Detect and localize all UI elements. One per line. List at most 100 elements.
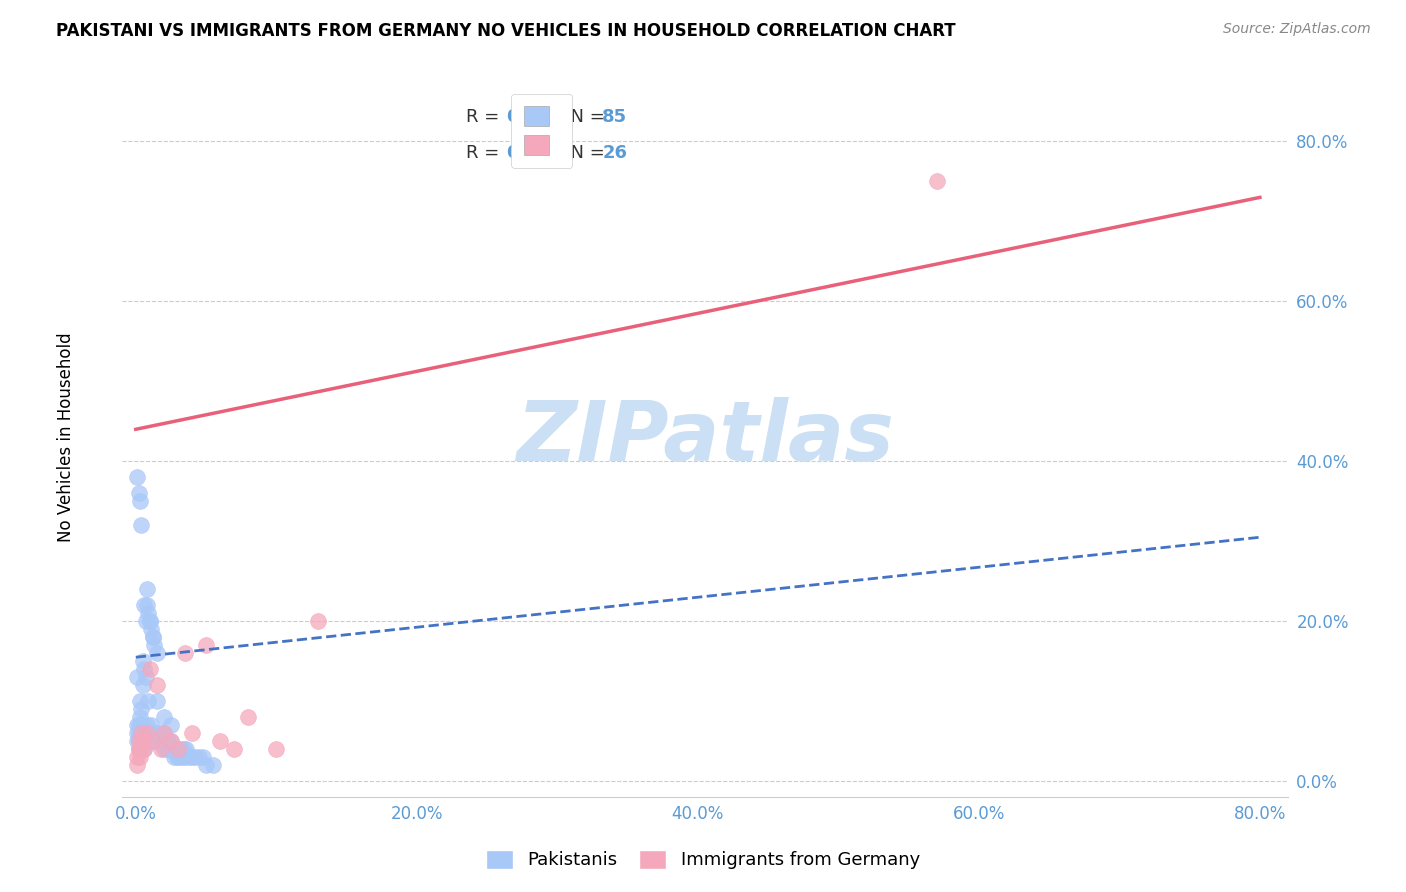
- Point: [174, 750, 197, 764]
- Point: [176, 742, 198, 756]
- Text: 0.090: 0.090: [506, 108, 564, 126]
- Point: [146, 678, 169, 692]
- Point: [128, 742, 150, 756]
- Point: [159, 742, 181, 756]
- Point: [135, 614, 157, 628]
- Point: [128, 734, 150, 748]
- Point: [160, 734, 183, 748]
- Point: [150, 742, 173, 756]
- Text: 0.897: 0.897: [506, 144, 564, 162]
- Point: [127, 734, 149, 748]
- Point: [153, 726, 176, 740]
- Legend: Pakistanis, Immigrants from Germany: Pakistanis, Immigrants from Germany: [477, 841, 929, 879]
- Point: [188, 750, 211, 764]
- Point: [172, 750, 194, 764]
- Point: [142, 630, 165, 644]
- Point: [266, 742, 288, 756]
- Point: [132, 734, 155, 748]
- Point: [132, 654, 155, 668]
- Point: [136, 718, 159, 732]
- Point: [131, 702, 153, 716]
- Point: [142, 734, 165, 748]
- Point: [127, 470, 149, 484]
- Text: PAKISTANI VS IMMIGRANTS FROM GERMANY NO VEHICLES IN HOUSEHOLD CORRELATION CHART: PAKISTANI VS IMMIGRANTS FROM GERMANY NO …: [56, 22, 956, 40]
- Point: [169, 750, 191, 764]
- Point: [131, 734, 153, 748]
- Point: [139, 726, 162, 740]
- Point: [146, 694, 169, 708]
- Point: [135, 670, 157, 684]
- Point: [209, 734, 232, 748]
- Text: R =: R =: [465, 144, 505, 162]
- Point: [157, 734, 180, 748]
- Point: [138, 694, 160, 708]
- Point: [167, 742, 190, 756]
- Point: [131, 726, 153, 740]
- Point: [307, 614, 329, 628]
- Point: [129, 750, 152, 764]
- Point: [135, 726, 157, 740]
- Point: [135, 734, 157, 748]
- Point: [127, 750, 149, 764]
- Point: [134, 742, 156, 756]
- Point: [224, 742, 246, 756]
- Text: N =: N =: [560, 108, 610, 126]
- Point: [128, 726, 150, 740]
- Text: R =: R =: [465, 108, 505, 126]
- Point: [129, 494, 152, 508]
- Point: [142, 630, 165, 644]
- Point: [146, 734, 169, 748]
- Point: [134, 734, 156, 748]
- Point: [153, 710, 176, 724]
- Text: 26: 26: [602, 144, 627, 162]
- Text: 85: 85: [602, 108, 627, 126]
- Point: [142, 726, 165, 740]
- Point: [132, 726, 155, 740]
- Point: [155, 734, 177, 748]
- Text: Source: ZipAtlas.com: Source: ZipAtlas.com: [1223, 22, 1371, 37]
- Point: [181, 750, 204, 764]
- Point: [162, 742, 184, 756]
- Point: [160, 718, 183, 732]
- Point: [128, 742, 150, 756]
- Y-axis label: No Vehicles in Household: No Vehicles in Household: [58, 333, 75, 542]
- Point: [131, 718, 153, 732]
- Point: [145, 726, 167, 740]
- Point: [139, 662, 162, 676]
- Point: [193, 750, 215, 764]
- Point: [134, 599, 156, 613]
- Point: [127, 718, 149, 732]
- Point: [136, 599, 159, 613]
- Point: [128, 718, 150, 732]
- Point: [129, 742, 152, 756]
- Point: [138, 734, 160, 748]
- Point: [195, 758, 218, 772]
- Point: [129, 710, 152, 724]
- Point: [141, 622, 163, 636]
- Point: [149, 734, 172, 748]
- Point: [129, 694, 152, 708]
- Point: [127, 670, 149, 684]
- Point: [143, 734, 166, 748]
- Point: [163, 750, 186, 764]
- Point: [174, 646, 197, 660]
- Point: [128, 734, 150, 748]
- Point: [127, 758, 149, 772]
- Point: [129, 726, 152, 740]
- Point: [166, 750, 188, 764]
- Point: [129, 734, 152, 748]
- Point: [131, 518, 153, 533]
- Point: [146, 646, 169, 660]
- Point: [181, 726, 204, 740]
- Point: [138, 606, 160, 620]
- Point: [160, 734, 183, 748]
- Point: [129, 742, 152, 756]
- Text: N =: N =: [560, 144, 610, 162]
- Point: [925, 174, 948, 188]
- Point: [136, 726, 159, 740]
- Point: [127, 726, 149, 740]
- Legend: , : ,: [510, 94, 572, 168]
- Point: [134, 662, 156, 676]
- Point: [184, 750, 207, 764]
- Point: [153, 726, 176, 740]
